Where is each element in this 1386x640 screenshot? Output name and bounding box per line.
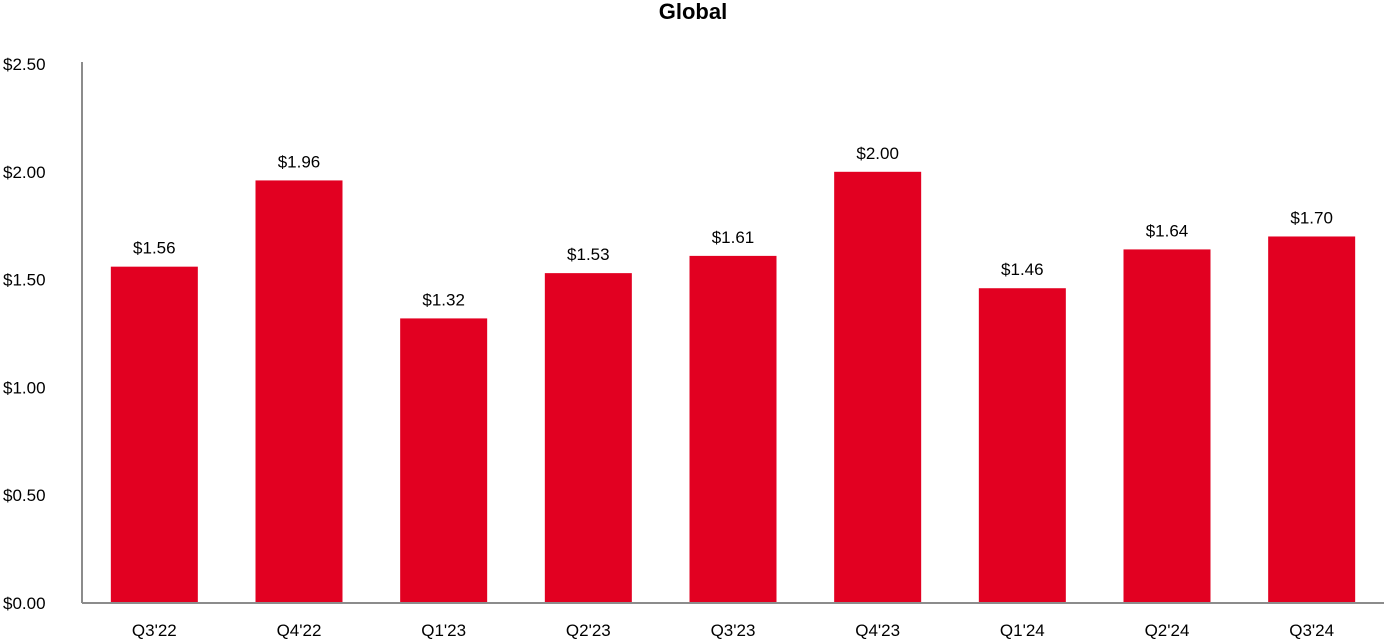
y-tick-label: $2.00 bbox=[3, 163, 46, 182]
bar-data-label: $1.46 bbox=[1001, 260, 1044, 279]
bar bbox=[1123, 249, 1211, 603]
x-tick-label: Q4'23 bbox=[855, 621, 900, 640]
bar bbox=[978, 288, 1066, 603]
bar-data-label: $1.56 bbox=[133, 239, 176, 258]
bar bbox=[110, 266, 198, 603]
chart-title: Global bbox=[659, 0, 727, 24]
y-tick-label: $0.00 bbox=[3, 594, 46, 613]
x-tick-label: Q2'24 bbox=[1145, 621, 1190, 640]
bar-data-label: $1.53 bbox=[567, 245, 610, 264]
bar-data-labels: $1.56 $1.96 $1.32 $1.53 $1.61 $2.00 $1.46 $1.64… bbox=[133, 144, 1333, 310]
x-tick-label: Q1'24 bbox=[1000, 621, 1045, 640]
y-tick-label: $1.50 bbox=[3, 271, 46, 290]
y-tick-label: $1.00 bbox=[3, 378, 46, 397]
x-tick-label: Q2'23 bbox=[566, 621, 611, 640]
y-tick-label: $2.50 bbox=[3, 55, 46, 74]
x-tick-label: Q3'22 bbox=[132, 621, 177, 640]
bar bbox=[834, 171, 922, 604]
bar-data-label: $1.64 bbox=[1146, 221, 1189, 240]
x-tick-label: Q3'24 bbox=[1289, 621, 1334, 640]
x-tick-label: Q1'23 bbox=[421, 621, 466, 640]
bar bbox=[400, 318, 488, 603]
bar-data-label: $1.61 bbox=[712, 228, 755, 247]
bar-data-label: $1.96 bbox=[278, 152, 321, 171]
bar bbox=[689, 255, 777, 603]
x-tick-label: Q3'23 bbox=[711, 621, 756, 640]
x-axis-ticks: Q3'22 Q4'22 Q1'23 Q2'23 Q3'23 Q4'23 Q1'24 Q2'24… bbox=[132, 621, 1334, 640]
bar bbox=[1268, 236, 1356, 604]
bar bbox=[255, 180, 343, 603]
y-axis-ticks: $0.00 $0.50 $1.00 $1.50 $2.00 $2.50 bbox=[3, 55, 46, 613]
bars bbox=[110, 171, 1356, 604]
bar bbox=[544, 273, 632, 603]
x-tick-label: Q4'22 bbox=[277, 621, 322, 640]
bar-data-label: $1.32 bbox=[422, 290, 465, 309]
bar-data-label: $1.70 bbox=[1290, 208, 1333, 227]
y-tick-label: $0.50 bbox=[3, 486, 46, 505]
bar-data-label: $2.00 bbox=[856, 144, 899, 163]
